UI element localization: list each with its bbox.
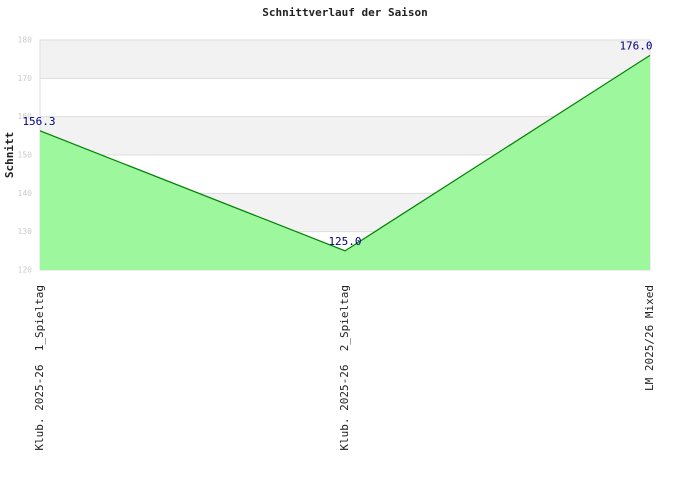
x-tick-label: Klub. 2025-26 2_Spieltag	[338, 285, 351, 451]
y-tick-label: 160	[18, 112, 33, 121]
x-tick-label: Klub. 2025-26 1_Spieltag	[33, 285, 46, 451]
y-tick-label: 180	[18, 36, 33, 45]
y-tick-label: 150	[18, 151, 33, 160]
y-tick-label: 120	[18, 266, 33, 275]
x-tick-label: LM 2025/26 Mixed	[643, 285, 656, 391]
y-tick-label: 170	[18, 74, 33, 83]
y-axis-label: Schnitt	[3, 132, 16, 178]
area	[40, 55, 650, 271]
data-label: 176.0	[619, 39, 652, 52]
chart-title: Schnittverlauf der Saison	[262, 6, 428, 19]
band	[40, 40, 650, 79]
y-tick-label: 140	[18, 189, 33, 198]
data-label: 156.3	[22, 115, 55, 128]
y-tick-label: 130	[18, 227, 33, 236]
data-label: 125.0	[328, 235, 361, 248]
band	[40, 78, 650, 117]
line	[39, 54, 651, 252]
